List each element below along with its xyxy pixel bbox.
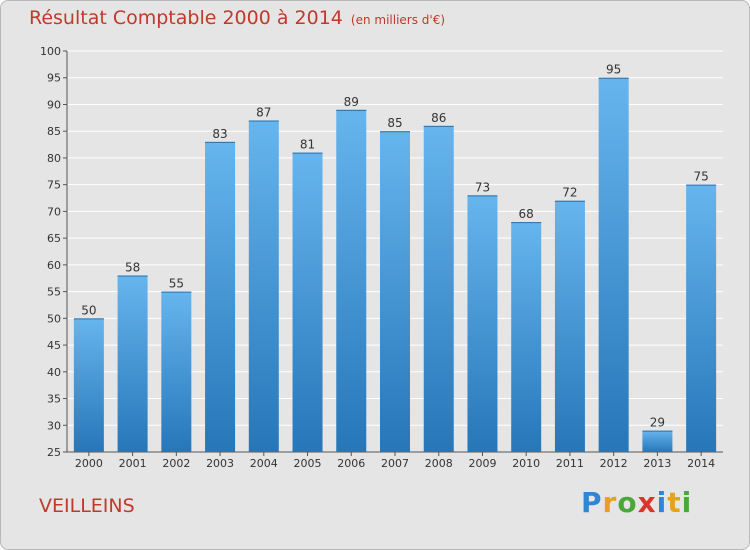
- data-label: 68: [519, 207, 534, 221]
- bar: [292, 152, 323, 452]
- x-tick-label: 2014: [687, 457, 715, 470]
- y-tick-label: 70: [47, 205, 61, 218]
- bar: [423, 125, 454, 452]
- y-tick-label: 40: [47, 366, 61, 379]
- data-label: 85: [387, 116, 402, 130]
- x-tick-label: 2012: [600, 457, 628, 470]
- bar: [117, 275, 148, 452]
- x-tick-label: 2002: [162, 457, 190, 470]
- data-label: 83: [212, 127, 227, 141]
- data-label: 75: [693, 170, 708, 184]
- y-tick-label: 65: [47, 232, 61, 245]
- chart-title-row: Résultat Comptable 2000 à 2014 (en millie…: [29, 7, 445, 29]
- logo-letter: i: [681, 486, 693, 519]
- bar: [642, 430, 673, 452]
- y-tick-label: 85: [47, 125, 61, 138]
- bar: [336, 109, 367, 453]
- proxiti-logo: Proxiti: [581, 486, 692, 519]
- data-label: 73: [475, 180, 490, 194]
- bar: [161, 291, 192, 452]
- axes: 25 30 35 40 45 50 55 60 65 70 75 80 85 90 95 100 2000 200…: [40, 45, 723, 470]
- chart-title: Résultat Comptable 2000 à 2014: [29, 7, 343, 29]
- y-tick-label: 80: [47, 152, 61, 165]
- data-labels: 50 58 55 83 87 81 89 85 86 73 68 72 95 29 75: [81, 63, 709, 430]
- commune-name: VEILLEINS: [39, 495, 135, 517]
- y-tick-label: 90: [47, 98, 61, 111]
- logo-letter: P: [581, 486, 603, 519]
- data-label: 81: [300, 138, 315, 152]
- chart-subtitle: (en milliers d'€): [350, 13, 446, 27]
- x-tick-label: 2013: [643, 457, 671, 470]
- data-label: 29: [650, 416, 665, 430]
- bar: [686, 184, 717, 452]
- y-tick-label: 95: [47, 72, 61, 85]
- x-tick-label: 2011: [556, 457, 584, 470]
- y-tick-label: 45: [47, 339, 61, 352]
- x-tick-label: 2004: [250, 457, 278, 470]
- y-tick-label: 55: [47, 286, 61, 299]
- data-label: 95: [606, 63, 621, 77]
- data-label: 89: [344, 95, 359, 109]
- data-label: 87: [256, 106, 271, 120]
- x-tick-label: 2007: [381, 457, 409, 470]
- x-tick-label: 2000: [75, 457, 103, 470]
- x-tick-label: 2006: [337, 457, 365, 470]
- bars: [73, 77, 717, 453]
- y-tick-label: 35: [47, 393, 61, 406]
- data-label: 50: [81, 303, 96, 317]
- logo-letter: o: [617, 486, 638, 519]
- data-label: 58: [125, 261, 140, 275]
- bar: [248, 120, 279, 453]
- logo-letter: r: [602, 486, 618, 519]
- x-tick-label: 2009: [468, 457, 496, 470]
- x-tick-label: 2005: [294, 457, 322, 470]
- y-tick-label: 60: [47, 259, 61, 272]
- data-label: 55: [169, 277, 184, 291]
- y-tick-label: 50: [47, 312, 61, 325]
- bar: [73, 318, 104, 452]
- bar: [205, 141, 236, 453]
- y-tick-label: 75: [47, 179, 61, 192]
- x-tick-label: 2008: [425, 457, 453, 470]
- y-tick-label: 30: [47, 419, 61, 432]
- bar: [467, 195, 498, 453]
- data-label: 86: [431, 111, 446, 125]
- bar: [511, 222, 542, 452]
- bar: [380, 131, 410, 452]
- x-tick-label: 2010: [512, 457, 540, 470]
- bar: [598, 77, 629, 452]
- y-tick-label: 100: [40, 45, 61, 58]
- bar: [554, 200, 585, 452]
- y-tick-label: 25: [47, 446, 61, 459]
- data-label: 72: [562, 186, 577, 200]
- x-tick-label: 2001: [119, 457, 147, 470]
- logo-letter: x: [637, 486, 657, 519]
- logo-letter: i: [656, 486, 668, 519]
- logo-letter: t: [667, 486, 682, 519]
- x-tick-label: 2003: [206, 457, 234, 470]
